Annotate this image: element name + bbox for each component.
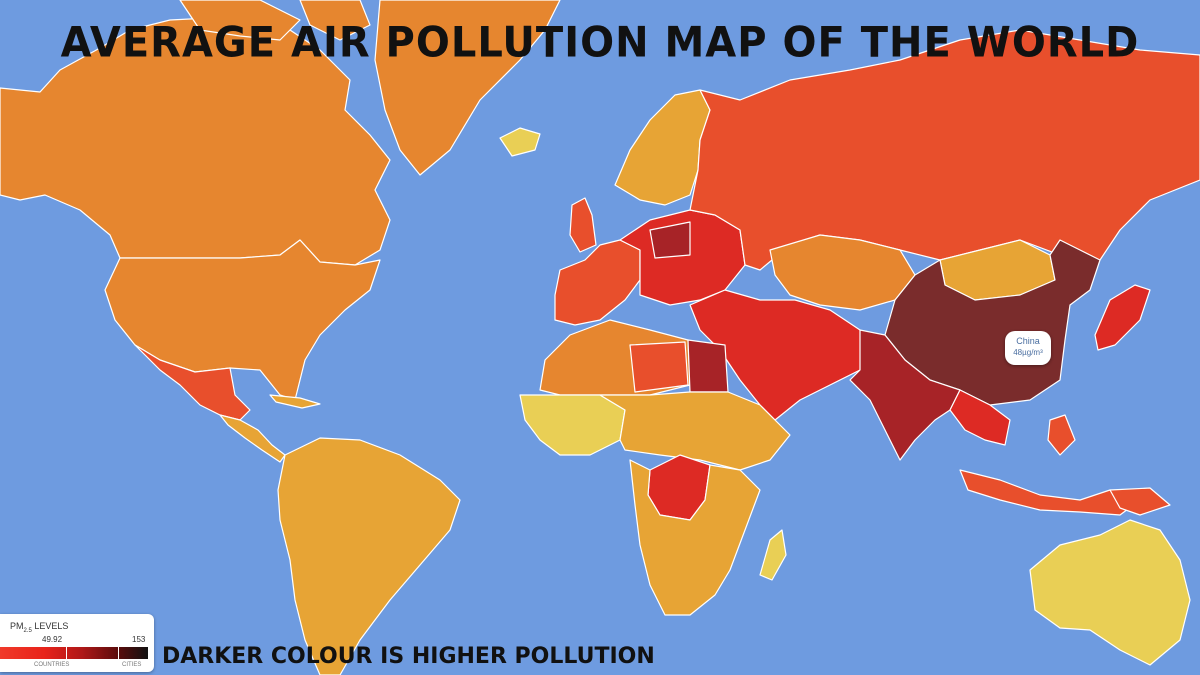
region-new-guinea[interactable] bbox=[1109, 487, 1171, 516]
legend-title-main: PM bbox=[10, 621, 24, 631]
country-tooltip: China 48µg/m³ bbox=[1005, 331, 1051, 365]
region-caribbean[interactable] bbox=[269, 394, 321, 409]
region-arctic-islands-2[interactable] bbox=[299, 0, 371, 41]
region-iceland[interactable] bbox=[499, 127, 541, 157]
region-libya[interactable] bbox=[629, 341, 689, 393]
legend-label-countries: COUNTRIES bbox=[34, 662, 70, 668]
region-india[interactable] bbox=[849, 329, 961, 461]
region-arctic-islands[interactable] bbox=[179, 0, 301, 41]
region-japan[interactable] bbox=[1094, 284, 1151, 351]
region-west-africa[interactable] bbox=[519, 394, 626, 456]
legend-tick-low bbox=[66, 645, 67, 661]
legend-value-low: 49.92 bbox=[42, 635, 63, 644]
tooltip-country-name: China bbox=[1016, 336, 1040, 346]
region-uk[interactable] bbox=[569, 197, 597, 253]
region-central-america[interactable] bbox=[219, 414, 286, 463]
region-southeast-asia[interactable] bbox=[949, 389, 1011, 446]
region-southern-africa[interactable] bbox=[629, 459, 761, 616]
region-canada-alaska[interactable] bbox=[0, 17, 391, 266]
legend-value-high: 153 bbox=[132, 635, 146, 644]
region-egypt[interactable] bbox=[687, 339, 729, 393]
page-title: AVERAGE AIR POLLUTION MAP OF THE WORLD bbox=[60, 18, 1140, 68]
legend-label-cities: CITIES bbox=[122, 662, 142, 668]
legend-title: PM2.5 LEVELS bbox=[10, 621, 68, 634]
region-philippines[interactable] bbox=[1047, 414, 1076, 456]
legend-title-rest: LEVELS bbox=[31, 621, 69, 631]
region-australia[interactable] bbox=[1029, 519, 1191, 666]
pm25-legend: PM2.5 LEVELS 49.92 153 COUNTRIES CITIES bbox=[0, 614, 154, 672]
map-caption: DARKER COLOUR IS HIGHER POLLUTION bbox=[162, 644, 655, 669]
legend-tick-high bbox=[118, 645, 119, 661]
tooltip-value: 48µg/m³ bbox=[1013, 348, 1043, 357]
region-central-africa[interactable] bbox=[599, 391, 791, 471]
region-madagascar[interactable] bbox=[759, 529, 787, 581]
region-south-america[interactable] bbox=[277, 437, 461, 675]
region-middle-east[interactable] bbox=[689, 289, 881, 421]
region-greenland[interactable] bbox=[374, 0, 561, 176]
legend-title-sub: 2.5 bbox=[23, 627, 32, 634]
region-poland[interactable] bbox=[649, 221, 691, 259]
legend-color-bar bbox=[0, 647, 148, 659]
